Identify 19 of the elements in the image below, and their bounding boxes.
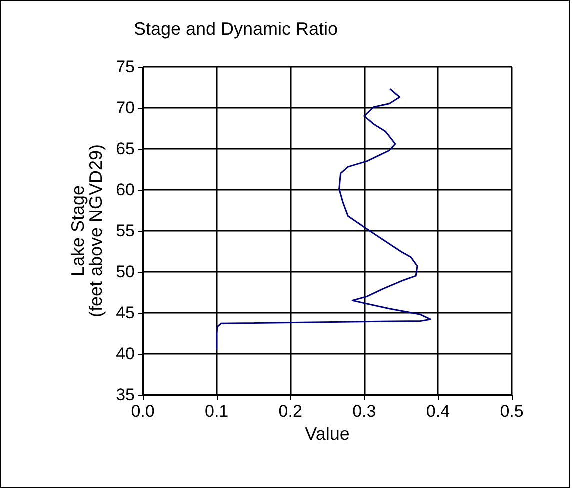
y-tick-label: 60 — [116, 180, 135, 200]
y-tick-label: 65 — [116, 140, 135, 158]
x-tick-label: 0.2 — [278, 402, 302, 421]
chart-title: Stage and Dynamic Ratio — [134, 19, 338, 39]
y-tick-label: 55 — [116, 222, 135, 240]
y-tick-label: 40 — [116, 344, 135, 364]
x-axis-title: Value — [305, 424, 350, 444]
x-tick-label: 0.1 — [204, 402, 229, 421]
y-tick-label: 70 — [116, 98, 135, 118]
y-tick-label: 50 — [116, 262, 135, 282]
x-tick-label: 0.3 — [352, 402, 376, 421]
line-series — [216, 88, 432, 351]
x-tick-label: 0.5 — [500, 402, 524, 421]
y-tick-label: 45 — [116, 304, 135, 322]
x-tick-label: 0.4 — [426, 402, 450, 421]
y-tick-label: 35 — [116, 386, 135, 404]
y-tick-label: 75 — [116, 58, 135, 76]
x-tick-label: 0.0 — [131, 402, 155, 421]
y-axis-title: Lake Stage (feet above NGVD29) — [68, 144, 106, 318]
